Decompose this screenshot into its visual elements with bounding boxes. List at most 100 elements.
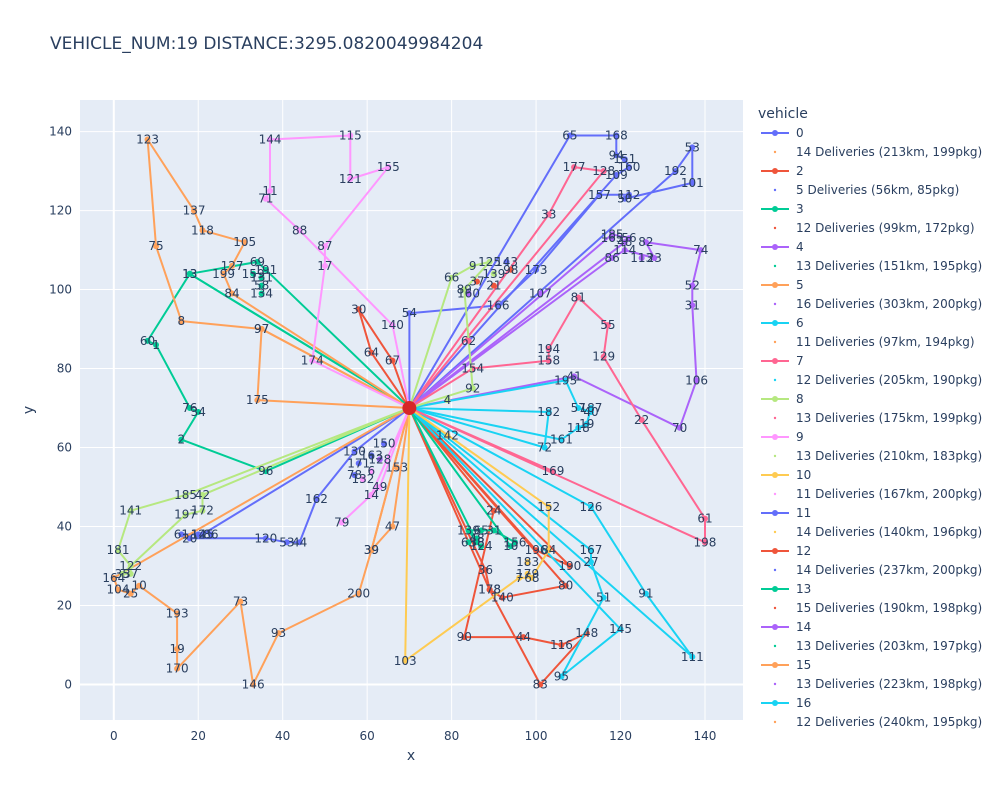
stop-label: 44: [516, 630, 531, 644]
x-axis-title: x: [407, 748, 415, 764]
stop-label: 123: [136, 132, 159, 146]
stop-point: [486, 258, 493, 265]
legend-entry[interactable]: 13: [796, 582, 811, 596]
stop-label: 172: [191, 504, 214, 518]
routes: [110, 132, 708, 688]
stop-point: [262, 195, 269, 202]
legend-entry[interactable]: 6: [796, 316, 804, 330]
route-line: [370, 407, 411, 552]
stop-label: 53: [279, 535, 294, 549]
legend-entry[interactable]: 10: [796, 468, 811, 482]
stop-point: [499, 594, 506, 601]
stop-label: 174: [301, 354, 324, 368]
legend-entry[interactable]: 12 Deliveries (240km, 195pkg): [796, 715, 982, 729]
stop-point: [558, 436, 565, 443]
legend-entry[interactable]: 0: [796, 126, 804, 140]
stop-label: 10: [131, 579, 146, 593]
stop-label: 97: [254, 322, 269, 336]
stop-point: [549, 468, 556, 475]
stop-point: [478, 543, 485, 550]
stop-label: 187: [580, 401, 603, 415]
stop-point: [267, 187, 274, 194]
stop-point: [575, 405, 582, 412]
stop-label: 38: [469, 535, 484, 549]
legend-entry[interactable]: 13 Deliveries (151km, 195pkg): [796, 259, 982, 273]
stop-point: [144, 337, 151, 344]
stop-label: 106: [685, 373, 708, 387]
stop-point: [613, 152, 620, 159]
legend-entry[interactable]: 8: [796, 392, 804, 406]
stop-label: 145: [609, 622, 632, 636]
stop-point: [621, 195, 628, 202]
stop-label: 90: [457, 630, 472, 644]
legend-entry[interactable]: 14 Deliveries (213km, 199pkg): [796, 145, 982, 159]
stop-point: [469, 262, 476, 269]
stop-point: [229, 262, 236, 269]
legend-entry[interactable]: 7: [796, 354, 804, 368]
stop-label: 139: [457, 523, 480, 537]
legend-entry[interactable]: 12 Deliveries (205km, 190pkg): [796, 373, 982, 387]
stop-label: 25: [123, 587, 138, 601]
legend-entry[interactable]: 5: [796, 278, 804, 292]
stop-point: [490, 282, 497, 289]
legend-swatch-marker: [772, 396, 778, 402]
legend-swatch-marker: [772, 244, 778, 250]
stop-point: [127, 590, 134, 597]
stop-label: 137: [183, 204, 206, 218]
legend-entry[interactable]: 14 Deliveries (237km, 200pkg): [796, 563, 982, 577]
stop-label: 190: [558, 559, 581, 573]
legend-swatch-marker: [773, 226, 777, 230]
stop-point: [127, 562, 134, 569]
stop-label: 57: [571, 401, 586, 415]
stop-label: 144: [259, 132, 282, 146]
legend-entry[interactable]: 12: [796, 544, 811, 558]
stop-point: [537, 290, 544, 297]
stop-point: [587, 503, 594, 510]
stop-point: [186, 405, 193, 412]
stop-point: [389, 523, 396, 530]
stop-label: 22: [634, 413, 649, 427]
legend-entry[interactable]: 11 Deliveries (97km, 194pkg): [796, 335, 975, 349]
legend-entry[interactable]: 14: [796, 620, 811, 634]
stop-point: [587, 405, 594, 412]
legend-entry[interactable]: 16: [796, 696, 811, 710]
stop-label: 65: [562, 129, 577, 143]
legend-entry[interactable]: 3: [796, 202, 804, 216]
stop-point: [571, 164, 578, 171]
legend-entry[interactable]: 15: [796, 658, 811, 672]
stop-point: [575, 294, 582, 301]
stop-point: [461, 286, 468, 293]
legend-entry[interactable]: 4: [796, 240, 804, 254]
legend-entry[interactable]: 13 Deliveries (203km, 197pkg): [796, 639, 982, 653]
stop-point: [351, 472, 358, 479]
legend-entry[interactable]: 11: [796, 506, 811, 520]
legend-entry[interactable]: 15 Deliveries (190km, 198pkg): [796, 601, 982, 615]
legend-entry[interactable]: 11 Deliveries (167km, 200pkg): [796, 487, 982, 501]
legend-swatch-marker: [772, 320, 778, 326]
stop-point: [195, 408, 202, 415]
stop-label: 65: [474, 523, 489, 537]
legend-swatch-marker: [772, 662, 778, 668]
stop-label: 95: [554, 670, 569, 684]
legend-entry[interactable]: 2: [796, 164, 804, 178]
stop-label: 40: [583, 405, 598, 419]
legend-entry[interactable]: 16 Deliveries (303km, 200pkg): [796, 297, 982, 311]
x-tick-label: 120: [609, 729, 632, 743]
stop-label: 185: [174, 488, 197, 502]
stop-point: [516, 574, 523, 581]
stop-point: [186, 270, 193, 277]
stop-point: [617, 626, 624, 633]
legend-entry[interactable]: 14 Deliveries (140km, 196pkg): [796, 525, 982, 539]
stop-point: [220, 270, 227, 277]
legend-entry[interactable]: 12 Deliveries (99km, 172pkg): [796, 221, 975, 235]
stop-label: 67: [385, 354, 400, 368]
legend-entry[interactable]: 13 Deliveries (210km, 183pkg): [796, 449, 982, 463]
stop-point: [448, 274, 455, 281]
legend-entry[interactable]: 9: [796, 430, 804, 444]
stop-point: [604, 322, 611, 329]
legend-entry[interactable]: 5 Deliveries (56km, 85pkg): [796, 183, 959, 197]
stop-label: 11: [262, 184, 277, 198]
legend-entry[interactable]: 13 Deliveries (175km, 199pkg): [796, 411, 982, 425]
legend-entry[interactable]: 13 Deliveries (223km, 198pkg): [796, 677, 982, 691]
